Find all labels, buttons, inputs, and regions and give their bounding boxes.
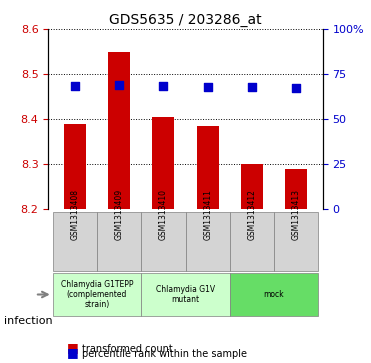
- Text: GSM1313409: GSM1313409: [115, 188, 124, 240]
- Text: ■: ■: [67, 346, 79, 359]
- FancyBboxPatch shape: [230, 212, 274, 271]
- Text: GSM1313410: GSM1313410: [159, 189, 168, 240]
- Bar: [285, 169, 307, 209]
- Text: Chlamydia G1TEPP
(complemented
strain): Chlamydia G1TEPP (complemented strain): [61, 280, 133, 309]
- FancyBboxPatch shape: [97, 212, 141, 271]
- Text: GSM1313412: GSM1313412: [247, 189, 256, 240]
- Bar: [108, 52, 130, 209]
- Text: GSM1313411: GSM1313411: [203, 189, 212, 240]
- Bar: [152, 117, 174, 209]
- Text: Chlamydia G1V
mutant: Chlamydia G1V mutant: [156, 285, 215, 304]
- Text: GSM1313408: GSM1313408: [70, 189, 79, 240]
- Point: [72, 83, 78, 89]
- Point: [116, 82, 122, 88]
- Text: ■: ■: [67, 341, 79, 354]
- Bar: [197, 126, 219, 209]
- FancyBboxPatch shape: [53, 212, 97, 271]
- Title: GDS5635 / 203286_at: GDS5635 / 203286_at: [109, 13, 262, 26]
- Bar: [64, 124, 86, 209]
- FancyBboxPatch shape: [274, 212, 318, 271]
- Point: [249, 84, 255, 90]
- FancyBboxPatch shape: [186, 212, 230, 271]
- Bar: [241, 164, 263, 209]
- Text: mock: mock: [264, 290, 285, 299]
- Text: infection: infection: [4, 316, 52, 326]
- Point: [293, 85, 299, 90]
- Text: transformed count: transformed count: [82, 344, 173, 354]
- Text: GSM1313413: GSM1313413: [292, 189, 301, 240]
- Text: percentile rank within the sample: percentile rank within the sample: [82, 349, 247, 359]
- FancyBboxPatch shape: [141, 212, 186, 271]
- FancyBboxPatch shape: [53, 273, 141, 316]
- FancyBboxPatch shape: [230, 273, 318, 316]
- FancyBboxPatch shape: [141, 273, 230, 316]
- Point: [160, 83, 166, 89]
- Point: [205, 84, 211, 90]
